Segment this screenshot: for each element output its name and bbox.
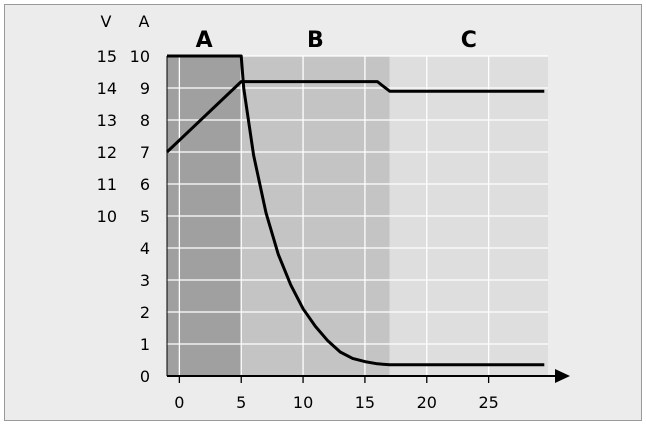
- voltage-curve: [165, 80, 545, 154]
- phase-label-c: C: [461, 28, 477, 53]
- voltage-unit-label: V: [101, 12, 112, 31]
- x-tick-label: 10: [293, 393, 313, 412]
- y-tick-label-current: 0: [140, 367, 150, 386]
- curves: [165, 54, 545, 367]
- y-tick-label-current: 8: [140, 111, 150, 130]
- x-tick-label: 25: [478, 393, 498, 412]
- y-tick-label-current: 5: [140, 207, 150, 226]
- current-curve: [167, 54, 545, 367]
- y-tick-label-voltage: 11: [97, 175, 117, 194]
- y-tick-label-current: 4: [140, 239, 150, 258]
- y-tick-label-current: 10: [130, 47, 150, 66]
- x-tick-label: 0: [174, 393, 184, 412]
- y-tick-label-voltage: 13: [97, 111, 117, 130]
- x-tick-label: 20: [417, 393, 437, 412]
- y-tick-label-current: 2: [140, 303, 150, 322]
- y-tick-label-current: 9: [140, 79, 150, 98]
- y-tick-label-voltage: 15: [97, 47, 117, 66]
- grid-lines: [167, 55, 548, 376]
- phase-label-b: B: [307, 28, 324, 53]
- axes: [166, 56, 570, 383]
- x-axis-arrow: [555, 369, 570, 383]
- y-tick-label-voltage: 10: [97, 207, 117, 226]
- y-tick-label-current: 1: [140, 335, 150, 354]
- y-tick-label-current: 6: [140, 175, 150, 194]
- y-tick-label-voltage: 12: [97, 143, 117, 162]
- y-tick-label-current: 7: [140, 143, 150, 162]
- x-tick-label: 5: [236, 393, 246, 412]
- y-tick-label-voltage: 14: [97, 79, 117, 98]
- phase-label-a: A: [196, 28, 213, 53]
- x-tick-label: 15: [355, 393, 375, 412]
- current-unit-label: A: [139, 12, 150, 31]
- y-tick-label-current: 3: [140, 271, 150, 290]
